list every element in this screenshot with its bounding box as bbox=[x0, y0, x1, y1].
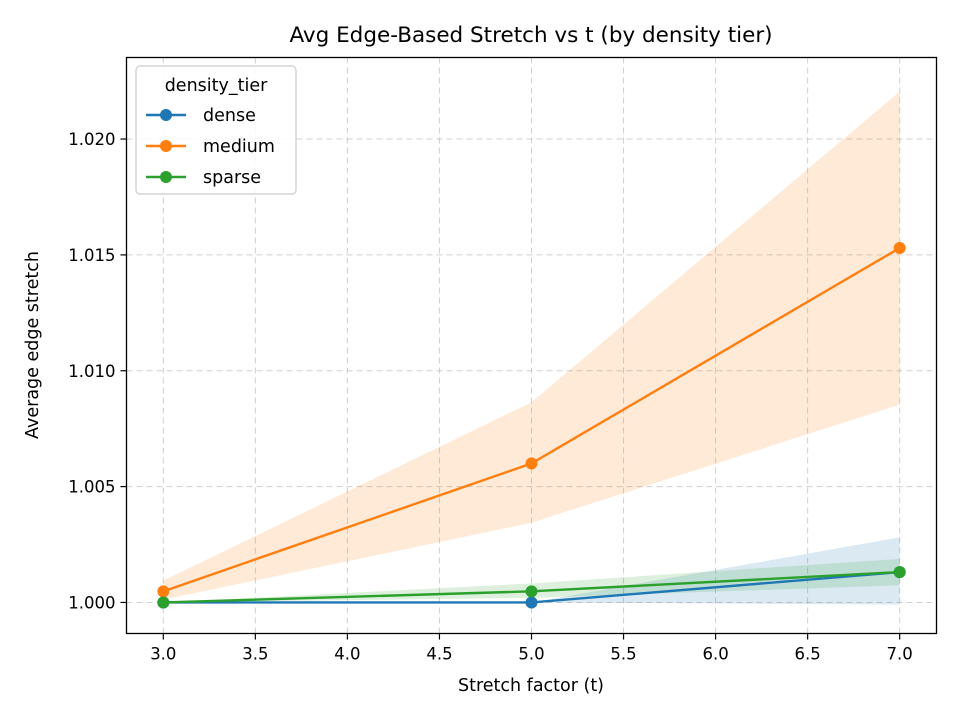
point-medium bbox=[525, 457, 538, 470]
x-tick-label: 4.0 bbox=[334, 645, 360, 664]
grid bbox=[126, 57, 937, 634]
x-tick-label: 6.5 bbox=[795, 645, 821, 664]
legend-entries: dense medium sparse bbox=[146, 106, 275, 188]
x-tick-label: 3.0 bbox=[150, 645, 176, 664]
legend: density_tier dense medium sparse bbox=[135, 65, 297, 195]
y-tick-label: 1.000 bbox=[68, 593, 115, 612]
band-medium bbox=[163, 91, 900, 600]
legend-box bbox=[135, 65, 297, 195]
point-medium bbox=[893, 241, 906, 254]
chart-title: Avg Edge-Based Stretch vs t (by density … bbox=[289, 23, 772, 48]
x-tick-label: 7.0 bbox=[887, 645, 913, 664]
point-dense bbox=[525, 596, 538, 609]
point-sparse bbox=[525, 585, 538, 598]
y-tick-label: 1.005 bbox=[68, 478, 115, 497]
y-axis-label: Average edge stretch bbox=[23, 251, 43, 439]
x-tick-label: 5.5 bbox=[610, 645, 636, 664]
legend-label-dense: dense bbox=[203, 106, 256, 126]
legend-marker-medium bbox=[160, 140, 172, 152]
legend-marker-sparse bbox=[160, 171, 172, 183]
x-tick-label: 5.0 bbox=[518, 645, 544, 664]
series-markers bbox=[157, 241, 906, 609]
y-axis-ticks: 1.000 1.005 1.010 1.015 1.020 bbox=[68, 130, 127, 612]
x-axis-ticks: 3.0 3.5 4.0 4.5 5.0 5.5 6.0 6.5 7.0 bbox=[150, 633, 913, 664]
point-sparse bbox=[893, 566, 906, 579]
legend-label-medium: medium bbox=[203, 137, 275, 157]
legend-title: density_tier bbox=[165, 76, 268, 96]
x-tick-label: 6.0 bbox=[702, 645, 728, 664]
x-tick-label: 3.5 bbox=[242, 645, 268, 664]
point-sparse bbox=[157, 596, 170, 609]
y-tick-label: 1.015 bbox=[68, 246, 115, 265]
legend-marker-dense bbox=[160, 109, 172, 121]
y-tick-label: 1.010 bbox=[68, 362, 115, 381]
y-tick-label: 1.020 bbox=[68, 130, 115, 149]
band-sparse bbox=[163, 558, 900, 603]
legend-label-sparse: sparse bbox=[203, 168, 261, 188]
point-medium bbox=[157, 585, 170, 598]
x-axis-label: Stretch factor (t) bbox=[458, 676, 604, 696]
x-tick-label: 4.5 bbox=[426, 645, 452, 664]
